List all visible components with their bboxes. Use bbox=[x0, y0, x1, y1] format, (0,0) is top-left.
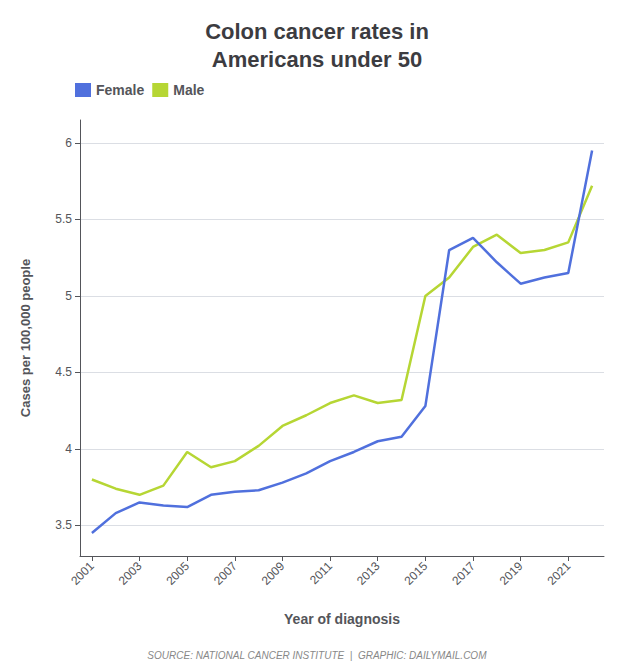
svg-text:4.5: 4.5 bbox=[55, 365, 72, 379]
svg-text:2009: 2009 bbox=[259, 559, 288, 588]
svg-text:2021: 2021 bbox=[544, 559, 573, 588]
svg-text:2011: 2011 bbox=[307, 559, 335, 587]
svg-text:SOURCE: NATIONAL CANCER INSTIT: SOURCE: NATIONAL CANCER INSTITUTE | GRAP… bbox=[147, 650, 487, 661]
svg-text:6: 6 bbox=[65, 136, 72, 150]
svg-text:3.5: 3.5 bbox=[55, 518, 72, 532]
svg-text:Year of diagnosis: Year of diagnosis bbox=[284, 611, 400, 627]
svg-text:Cases per 100,000 people: Cases per 100,000 people bbox=[18, 259, 33, 417]
svg-text:Colon cancer rates in: Colon cancer rates in bbox=[205, 19, 429, 44]
svg-text:2005: 2005 bbox=[163, 559, 192, 588]
svg-text:Female: Female bbox=[96, 82, 144, 98]
svg-text:2013: 2013 bbox=[354, 559, 383, 588]
svg-text:5: 5 bbox=[65, 289, 72, 303]
svg-text:2001: 2001 bbox=[68, 559, 97, 588]
svg-text:Americans under 50: Americans under 50 bbox=[212, 47, 422, 72]
svg-text:2019: 2019 bbox=[497, 559, 526, 588]
svg-text:2003: 2003 bbox=[116, 559, 145, 588]
svg-text:2015: 2015 bbox=[402, 559, 431, 588]
svg-text:2017: 2017 bbox=[449, 559, 478, 588]
svg-text:5.5: 5.5 bbox=[55, 212, 72, 226]
svg-text:Male: Male bbox=[173, 82, 204, 98]
svg-text:4: 4 bbox=[65, 442, 72, 456]
svg-text:2007: 2007 bbox=[211, 559, 240, 588]
